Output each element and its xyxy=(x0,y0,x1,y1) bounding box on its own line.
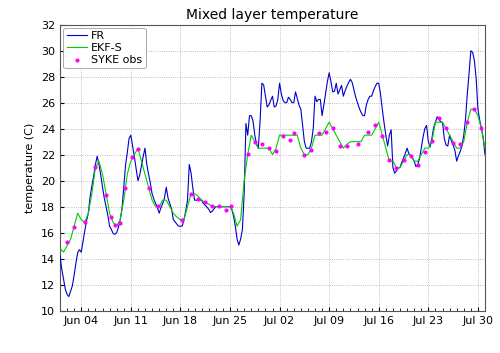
SYKE obs xyxy=(128,155,136,160)
FR xyxy=(468,49,474,53)
SYKE obs xyxy=(265,145,273,151)
SYKE obs xyxy=(414,162,422,167)
EKF-S xyxy=(480,136,486,140)
SYKE obs xyxy=(290,130,298,136)
FR xyxy=(66,294,72,299)
SYKE obs xyxy=(63,240,71,245)
EKF-S xyxy=(482,146,488,150)
SYKE obs xyxy=(81,219,89,225)
SYKE obs xyxy=(442,125,450,131)
SYKE obs xyxy=(92,164,100,170)
EKF-S xyxy=(468,107,474,111)
FR xyxy=(106,224,112,228)
SYKE obs xyxy=(378,133,386,139)
SYKE obs xyxy=(354,141,362,147)
SYKE obs xyxy=(421,149,429,155)
FR xyxy=(57,254,63,258)
Y-axis label: temperature (C): temperature (C) xyxy=(26,122,36,213)
Line: FR: FR xyxy=(60,51,485,297)
EKF-S xyxy=(106,211,112,215)
SYKE obs xyxy=(428,138,436,144)
SYKE obs xyxy=(464,119,471,125)
SYKE obs xyxy=(314,130,322,136)
FR xyxy=(482,152,488,157)
EKF-S xyxy=(57,246,63,250)
SYKE obs xyxy=(400,157,407,163)
SYKE obs xyxy=(470,106,478,112)
SYKE obs xyxy=(478,125,486,131)
SYKE obs xyxy=(336,143,344,149)
FR xyxy=(302,139,308,144)
SYKE obs xyxy=(322,129,330,135)
SYKE obs xyxy=(111,222,120,227)
FR xyxy=(480,136,486,140)
SYKE obs xyxy=(279,133,287,139)
SYKE obs xyxy=(258,142,266,147)
SYKE obs xyxy=(134,146,142,152)
SYKE obs xyxy=(343,143,351,148)
EKF-S xyxy=(302,152,308,157)
SYKE obs xyxy=(328,125,336,131)
SYKE obs xyxy=(70,224,78,230)
FR xyxy=(400,156,406,160)
SYKE obs xyxy=(286,137,294,143)
EKF-S xyxy=(220,204,226,209)
SYKE obs xyxy=(406,153,414,159)
FR xyxy=(372,84,378,89)
Line: EKF-S: EKF-S xyxy=(60,109,485,252)
SYKE obs xyxy=(178,217,186,223)
SYKE obs xyxy=(222,207,230,213)
SYKE obs xyxy=(392,165,400,171)
SYKE obs xyxy=(371,122,379,128)
SYKE obs xyxy=(449,140,457,145)
SYKE obs xyxy=(244,151,252,157)
SYKE obs xyxy=(187,191,195,197)
SYKE obs xyxy=(194,196,202,202)
SYKE obs xyxy=(308,147,316,152)
SYKE obs xyxy=(216,203,224,209)
SYKE obs xyxy=(456,142,464,147)
EKF-S xyxy=(60,250,66,254)
SYKE obs xyxy=(272,148,280,154)
SYKE obs xyxy=(386,157,394,162)
SYKE obs xyxy=(121,185,129,191)
SYKE obs xyxy=(251,140,259,145)
SYKE obs xyxy=(435,115,443,121)
EKF-S xyxy=(400,159,406,163)
SYKE obs xyxy=(107,214,115,220)
Legend: FR, EKF-S, SYKE obs: FR, EKF-S, SYKE obs xyxy=(64,28,146,68)
SYKE obs xyxy=(300,152,308,158)
FR xyxy=(220,204,226,209)
SYKE obs xyxy=(228,203,235,209)
SYKE obs xyxy=(154,203,162,209)
SYKE obs xyxy=(102,192,110,198)
SYKE obs xyxy=(208,204,216,209)
SYKE obs xyxy=(116,220,124,226)
SYKE obs xyxy=(144,185,152,190)
SYKE obs xyxy=(364,130,372,135)
SYKE obs xyxy=(201,199,209,204)
Title: Mixed layer temperature: Mixed layer temperature xyxy=(186,8,358,22)
EKF-S xyxy=(372,127,378,131)
